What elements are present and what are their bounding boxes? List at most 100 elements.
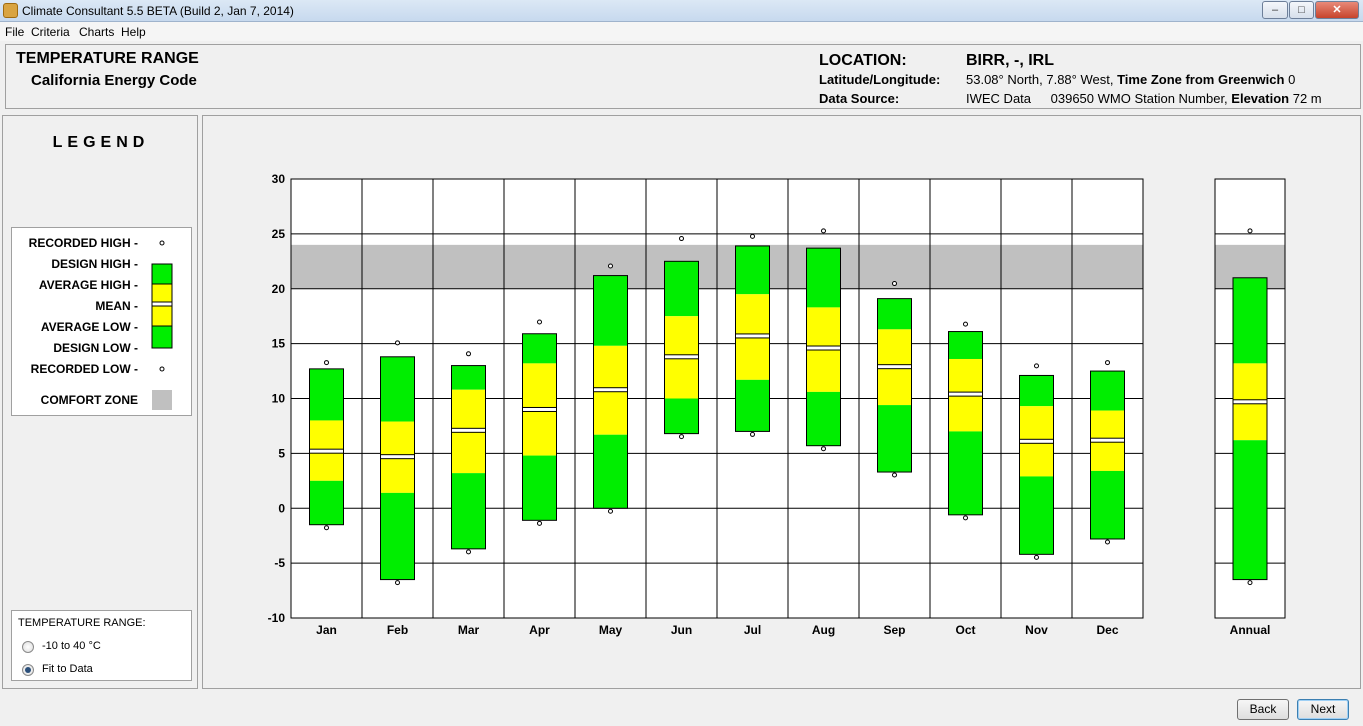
design-high-bar: [1019, 375, 1054, 407]
latlon-label: Latitude/Longitude:: [819, 72, 941, 87]
bar-outline: [735, 245, 770, 432]
mean-marker: [877, 364, 912, 370]
timezone-value: 0: [1288, 72, 1296, 87]
mean-marker: [593, 387, 628, 393]
mean-marker: [522, 406, 557, 412]
recorded-low-marker: [750, 431, 755, 437]
design-high-bar: [735, 245, 770, 295]
range-option-fixed-label[interactable]: -10 to 40 °C: [42, 640, 101, 652]
temperature-range-box: TEMPERATURE RANGE: -10 to 40 °C Fit to D…: [11, 610, 192, 681]
recorded-high-marker: [679, 236, 684, 242]
design-low-bar: [735, 379, 770, 432]
x-tick-label: Jun: [671, 623, 692, 637]
x-tick-label: Dec: [1096, 623, 1118, 637]
design-low-bar: [451, 473, 486, 549]
legend-box: RECORDED HIGH - DESIGN HIGH - AVERAGE HI…: [11, 227, 192, 416]
station-text: 039650 WMO Station Number,: [1050, 91, 1228, 106]
x-tick-label: Apr: [529, 623, 550, 637]
x-tick-label: Sep: [883, 623, 905, 637]
recorded-low-marker: [324, 525, 329, 531]
menu-criteria[interactable]: Criteria: [31, 25, 70, 39]
design-high-bar: [1233, 277, 1267, 364]
page-title: TEMPERATURE RANGE: [16, 50, 199, 67]
close-icon[interactable]: ✕: [1315, 1, 1359, 19]
source-text: IWEC Data: [966, 91, 1032, 106]
legend-comfort-swatch: [152, 390, 172, 410]
x-tick-label: Jul: [744, 623, 761, 637]
menu-bar: File Criteria Charts Help: [0, 22, 1363, 41]
design-high-bar: [380, 356, 415, 422]
minimize-icon[interactable]: –: [1262, 1, 1288, 19]
y-tick-label: -10: [268, 611, 286, 625]
legend-comfort-zone: COMFORT ZONE: [40, 393, 138, 407]
header-panel: TEMPERATURE RANGE California Energy Code…: [5, 44, 1361, 109]
legend-design-high: DESIGN HIGH -: [51, 257, 138, 271]
recorded-high-marker: [750, 233, 755, 239]
y-tick-label: 15: [272, 337, 286, 351]
menu-charts[interactable]: Charts: [79, 25, 115, 39]
range-option-fit-radio[interactable]: [22, 664, 34, 676]
x-tick-label: May: [599, 623, 623, 637]
design-low-bar: [877, 405, 912, 473]
x-tick-label: Feb: [387, 623, 408, 637]
legend-design-band-bottom: [151, 325, 173, 349]
design-high-bar: [309, 368, 344, 421]
legend-recorded-high-marker: [159, 240, 165, 246]
maximize-icon[interactable]: □: [1289, 1, 1314, 19]
recorded-low-marker: [1034, 554, 1039, 560]
data-source-value: IWEC Data 039650 WMO Station Number, Ele…: [966, 91, 1322, 106]
back-button[interactable]: Back: [1237, 699, 1289, 720]
design-high-bar: [451, 365, 486, 390]
x-tick-label: Jan: [316, 623, 337, 637]
legend-design-low: DESIGN LOW -: [53, 341, 138, 355]
range-title: TEMPERATURE RANGE:: [18, 617, 146, 629]
recorded-low-marker: [395, 580, 400, 586]
bar-outline: [877, 298, 912, 473]
design-low-bar: [309, 480, 344, 525]
y-tick-label: 25: [272, 227, 286, 241]
recorded-high-marker: [608, 263, 613, 269]
recorded-low-marker: [466, 549, 471, 555]
annual-plot-border: [1214, 178, 1286, 619]
range-option-fixed-radio[interactable]: [22, 641, 34, 653]
bar-outline: [1019, 374, 1054, 555]
design-low-bar: [593, 434, 628, 509]
range-option-fit-label[interactable]: Fit to Data: [42, 663, 93, 675]
location-value: BIRR, -, IRL: [966, 52, 1054, 69]
recorded-high-marker: [821, 228, 826, 234]
mean-marker: [309, 448, 344, 454]
design-low-bar: [522, 455, 557, 521]
mean-marker: [380, 454, 415, 460]
bar-outline: [522, 333, 557, 521]
design-high-bar: [664, 261, 699, 317]
data-source-label: Data Source:: [819, 91, 900, 106]
x-tick-label: Mar: [458, 623, 480, 637]
next-button[interactable]: Next: [1297, 699, 1349, 720]
design-high-bar: [948, 331, 983, 359]
y-tick-label: -5: [274, 556, 285, 570]
mean-marker: [1232, 399, 1268, 405]
mean-marker: [1019, 438, 1054, 444]
page-subtitle: California Energy Code: [31, 72, 197, 89]
y-tick-label: 20: [272, 282, 286, 296]
latlon-text: 53.08° North, 7.88° West,: [966, 72, 1114, 87]
y-tick-label: 0: [278, 501, 285, 515]
mean-marker: [664, 354, 699, 360]
chart-panel: -10 -5 0 5 10 15 20 25 30 Jan Feb Mar Apr May Jun Jul Au…: [202, 115, 1361, 689]
recorded-high-marker: [1105, 360, 1110, 366]
bar-outline: [664, 260, 699, 435]
menu-help[interactable]: Help: [121, 25, 146, 39]
recorded-low-marker: [537, 520, 542, 526]
x-tick-label: Annual: [1230, 623, 1271, 637]
design-low-bar: [380, 492, 415, 580]
recorded-high-marker: [1247, 228, 1253, 234]
java-app-icon: [3, 3, 18, 18]
recorded-high-marker: [395, 340, 400, 346]
legend-recorded-low: RECORDED LOW -: [30, 362, 138, 376]
recorded-high-marker: [892, 281, 897, 287]
legend-recorded-high: RECORDED HIGH -: [28, 236, 138, 250]
y-tick-label: 5: [278, 446, 285, 460]
design-low-bar: [1090, 470, 1125, 539]
menu-file[interactable]: File: [5, 25, 25, 39]
design-high-bar: [1090, 371, 1125, 411]
